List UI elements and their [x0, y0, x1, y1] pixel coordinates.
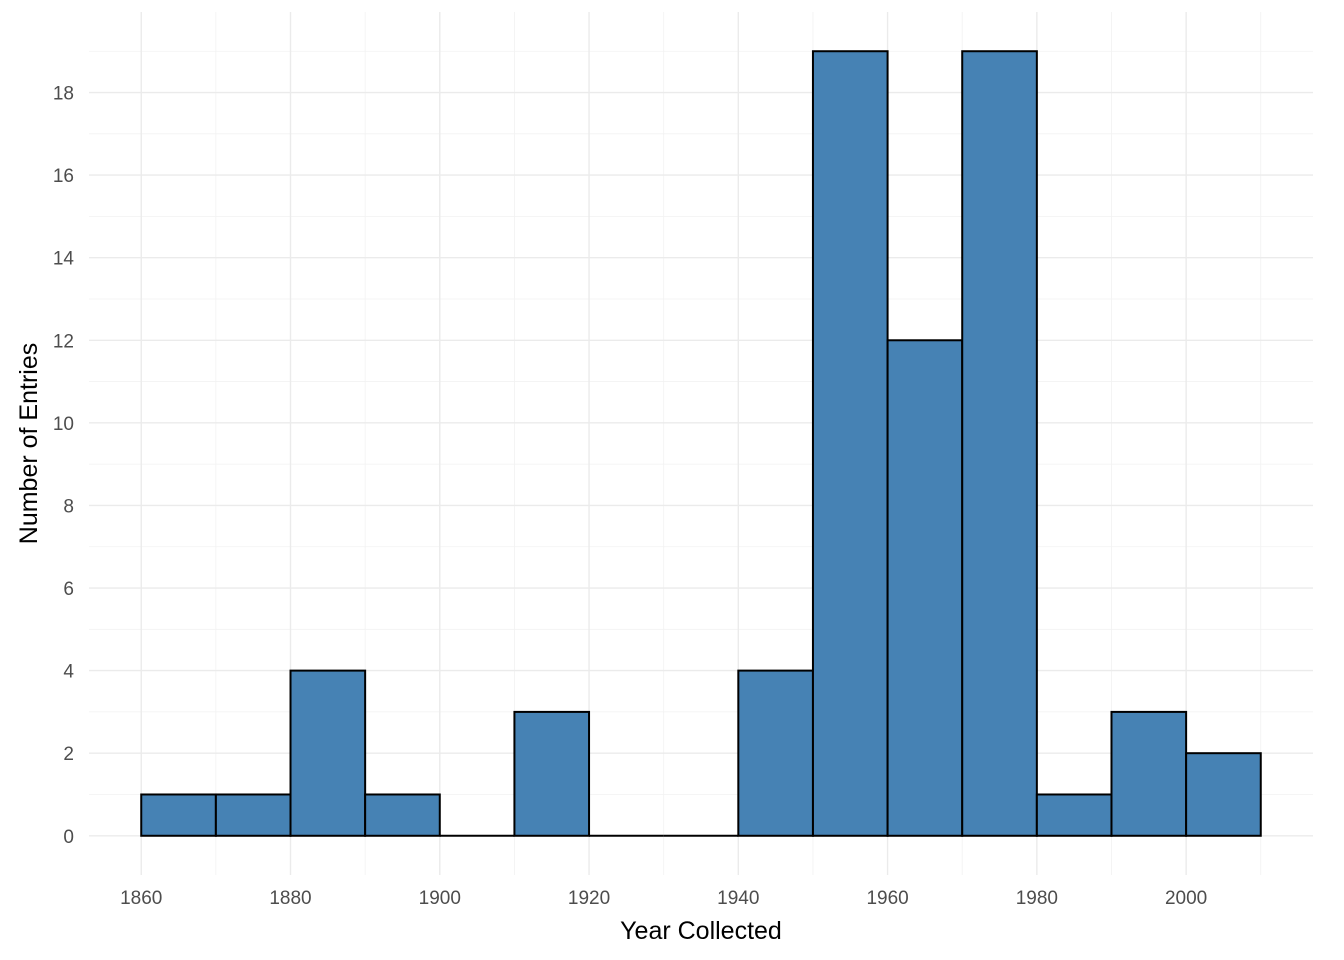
histogram-bar: [289, 669, 367, 837]
y-tick-label: 14: [53, 249, 75, 270]
histogram-bar: [1185, 752, 1262, 837]
x-tick-label: 1980: [1016, 888, 1058, 909]
x-tick-label: 1960: [866, 888, 908, 909]
y-tick-label: 6: [63, 579, 74, 600]
y-tick-label: 12: [53, 331, 74, 352]
histogram-bar: [214, 793, 292, 837]
x-tick-label: 1940: [717, 888, 759, 909]
histogram-bar: [811, 50, 889, 837]
x-tick-label: 1860: [120, 888, 162, 909]
y-tick-label: 4: [63, 662, 74, 683]
histogram-bar: [140, 793, 217, 837]
x-tick-label: 1900: [419, 888, 461, 909]
histogram-bar: [513, 710, 591, 837]
x-axis-tick-labels: 1860 1880 1900 1920 1940 1960 1980 2000: [120, 888, 1207, 909]
y-tick-label: 8: [63, 496, 74, 517]
histogram-bar: [961, 50, 1038, 837]
x-tick-label: 1920: [568, 888, 610, 909]
x-axis-title: Year Collected: [620, 917, 782, 945]
y-tick-label: 2: [63, 744, 74, 765]
y-axis-tick-labels: 0 2 4 6 8 10 12 14 16 18: [53, 84, 75, 848]
histogram-bar: [886, 339, 964, 837]
y-axis-title: Number of Entries: [15, 343, 43, 544]
histogram-bars: [140, 50, 1262, 837]
histogram-bar: [1035, 793, 1113, 837]
histogram-bar: [737, 669, 814, 837]
y-tick-label: 0: [63, 827, 74, 848]
x-tick-label: 2000: [1165, 888, 1207, 909]
x-tick-label: 1880: [269, 888, 311, 909]
y-tick-label: 18: [53, 84, 74, 105]
y-tick-label: 16: [53, 166, 74, 187]
histogram-bar: [364, 793, 441, 837]
y-tick-label: 10: [53, 414, 74, 435]
histogram-bar: [1110, 710, 1188, 837]
